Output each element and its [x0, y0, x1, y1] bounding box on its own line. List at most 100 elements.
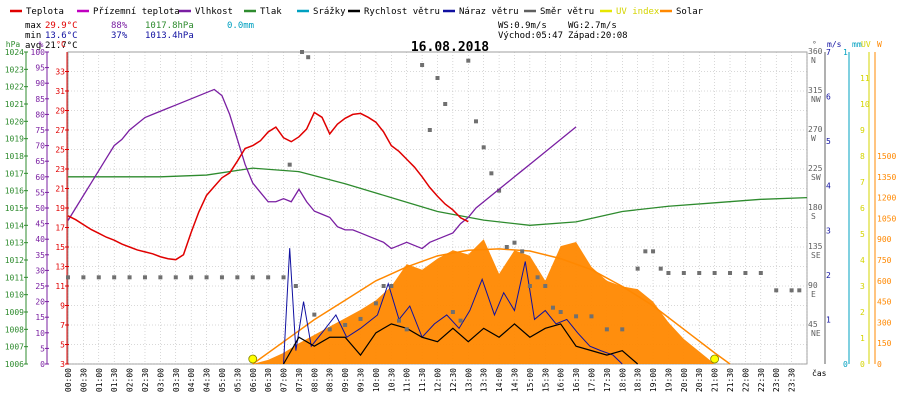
wind-dir-point — [142, 275, 147, 280]
axis-tick-label: 450 — [877, 298, 892, 307]
x-tick-label: 04:30 — [203, 368, 212, 392]
axis-tick-label: 21 — [55, 185, 65, 194]
stats-max-press: 1017.8hPa — [145, 21, 194, 31]
stats-max-hum: 88% — [111, 21, 128, 31]
axis-tick-label: 25 — [55, 146, 65, 155]
x-tick-label: 16:00 — [557, 368, 566, 392]
x-tick-label: 20:30 — [695, 368, 704, 392]
legend-label: Vlhkost — [195, 7, 233, 17]
series-humidity — [67, 88, 577, 250]
axis-tick-label: 3 — [60, 360, 65, 369]
axis-tick-label: 135 — [808, 242, 823, 251]
wind-dir-point — [458, 318, 463, 323]
axis-tick-label: 0 — [40, 360, 45, 369]
axis-tick-label: 5 — [826, 137, 831, 146]
axis-tick-label: 5 — [860, 230, 865, 239]
stats-sunset: Západ:20:08 — [568, 31, 628, 41]
wind-dir-point — [666, 271, 671, 275]
legend-label: Směr větru — [540, 7, 594, 17]
axis-tick-label: 7 — [860, 178, 865, 187]
axis-tick-label: 8 — [860, 152, 865, 161]
wind-dir-point — [620, 327, 625, 332]
wind-dir-point — [527, 284, 532, 288]
x-tick-label: 10:00 — [372, 368, 381, 392]
axis-tick-label: N — [811, 56, 816, 65]
wind-dir-point — [158, 275, 163, 280]
axis-tick-label: 90 — [808, 281, 818, 290]
axis-unit: ° — [812, 40, 817, 49]
legend-label: UV index — [616, 7, 660, 17]
wind-dir-point — [389, 284, 394, 288]
x-tick-label: 10:30 — [387, 368, 396, 392]
x-tick-label: 06:00 — [249, 368, 258, 392]
axis-tick-label: 27 — [55, 126, 65, 135]
wind-dir-point — [758, 271, 763, 275]
axis-tick-label: 3 — [860, 282, 865, 291]
axis-tick-label: 11 — [55, 282, 65, 291]
x-tick-label: 07:30 — [295, 368, 304, 392]
x-tick-label: 08:30 — [326, 368, 335, 392]
wind-dir-point — [96, 275, 101, 280]
axis-tick-label: 75 — [35, 126, 45, 135]
x-tick-label: 15:30 — [541, 368, 550, 392]
axis-unit: m/s — [827, 40, 842, 49]
axis-unit: % — [39, 40, 44, 49]
axis-tick-label: 900 — [877, 235, 892, 244]
wind-dir-point — [497, 188, 502, 193]
wind-dir-point — [312, 312, 317, 317]
axis-tick-label: 2 — [826, 271, 831, 280]
x-tick-label: 09:30 — [357, 368, 366, 392]
legend-label: Přízemní teplota — [93, 7, 180, 17]
wind-dir-point — [774, 288, 779, 293]
wind-dir-point — [728, 271, 733, 275]
axis-tick-label: 35 — [35, 251, 45, 260]
axis-tick-label: 80 — [35, 110, 45, 119]
stats-ws: WS:0.9m/s — [498, 21, 547, 31]
wind-dir-point — [481, 145, 486, 150]
x-tick-label: 13:00 — [464, 368, 473, 392]
wind-dir-point — [681, 271, 686, 275]
x-tick-label: 20:00 — [680, 368, 689, 392]
axis-tick-label: 1020 — [5, 117, 24, 126]
axis-tick-label: SW — [811, 173, 821, 182]
axis-tick-label: 0 — [843, 360, 848, 369]
axis-tick-label: 1024 — [5, 48, 24, 57]
axis-tick-label: 4 — [860, 256, 865, 265]
wind-dir-point — [427, 128, 432, 132]
wind-dir-point — [550, 305, 555, 310]
axis-tick-label: 1016 — [5, 187, 24, 196]
wind-dir-point — [397, 318, 402, 323]
x-tick-label: 08:00 — [310, 368, 319, 392]
x-tick-label: 12:00 — [434, 368, 443, 392]
axis-tick-label: 225 — [808, 164, 823, 173]
x-axis-label: čas — [812, 368, 827, 378]
axis-tick-label: 270 — [808, 125, 823, 134]
wind-dir-point — [743, 271, 748, 275]
wind-dir-point — [658, 266, 663, 271]
stats-min-label: min — [25, 31, 41, 41]
axis-tick-label: 300 — [877, 318, 892, 327]
axis-tick-label: 1014 — [5, 221, 24, 230]
x-tick-label: 22:30 — [757, 368, 766, 392]
series-wind-speed — [283, 323, 639, 365]
axis-tick-label: 70 — [35, 142, 45, 151]
axis-tick-label: 4 — [826, 182, 831, 191]
x-tick-label: 22:00 — [741, 368, 750, 392]
legend-label: Rychlost větru — [364, 7, 440, 17]
x-tick-label: 01:00 — [95, 368, 104, 392]
x-tick-label: 04:00 — [187, 368, 196, 392]
axis-tick-label: 95 — [35, 64, 45, 73]
axis-tick-label: 5 — [40, 344, 45, 353]
axis-tick-label: SE — [811, 251, 821, 260]
wind-dir-point — [797, 288, 802, 293]
x-tick-label: 15:00 — [526, 368, 535, 392]
x-tick-label: 09:00 — [341, 368, 350, 392]
axis-tick-label: 45 — [35, 220, 45, 229]
axis-tick-label: 7 — [826, 48, 831, 57]
x-tick-label: 23:30 — [788, 368, 797, 392]
axis-tick-label: 6 — [826, 93, 831, 102]
wind-dir-point — [435, 76, 440, 80]
wind-dir-point — [643, 249, 648, 254]
axis-tick-label: 11 — [860, 74, 870, 83]
wind-dir-point — [466, 58, 471, 63]
